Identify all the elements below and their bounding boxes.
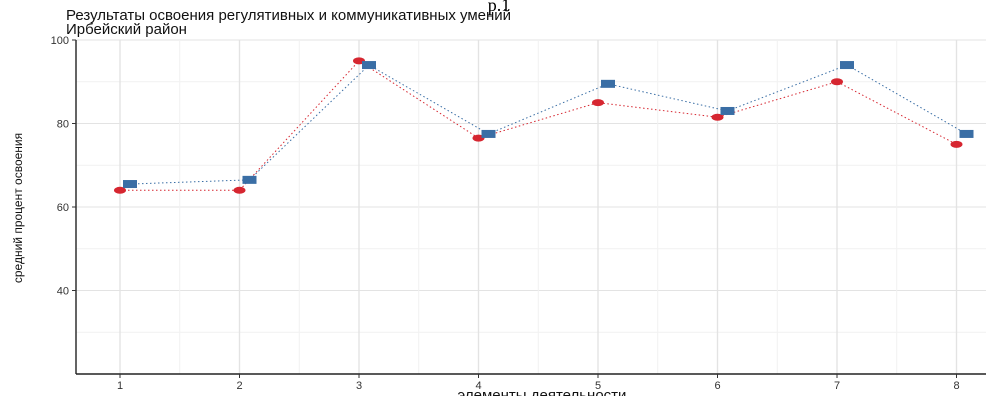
series-2-point — [242, 175, 257, 184]
x-tick-label: 1 — [117, 380, 123, 392]
x-tick-label: 3 — [356, 380, 362, 392]
series-2-point — [123, 180, 137, 189]
x-tick-label: 6 — [714, 380, 720, 392]
y-tick-label: 40 — [57, 286, 69, 298]
grid-lines — [76, 39, 986, 374]
series-1-point — [233, 186, 246, 194]
series-1-point — [950, 140, 963, 148]
series-1-point — [592, 99, 604, 107]
y-tick-label: 100 — [51, 35, 69, 47]
chart-title: Результаты освоения регулятивных и комму… — [66, 7, 512, 24]
series-1-point — [711, 113, 724, 121]
series-line-2 — [129, 64, 967, 185]
x-tick-label: 8 — [953, 380, 959, 392]
series-2-point — [481, 129, 496, 138]
series-1-point — [114, 186, 126, 194]
y-axis-label: средний процент освоения — [11, 133, 25, 283]
x-axis-label: элементы деятельности — [458, 387, 627, 396]
chart-subtitle: Ирбейский район — [66, 21, 187, 38]
x-tick-label: 5 — [595, 380, 601, 392]
series-marks — [114, 57, 974, 194]
series-2-point — [362, 61, 376, 70]
series-2-point — [601, 79, 615, 88]
x-tick-label: 4 — [475, 380, 481, 392]
y-tick-label: 80 — [57, 119, 69, 131]
series-2-point — [959, 129, 974, 138]
y-ticks: 40 60 80 100 — [51, 35, 76, 298]
series-1-point — [831, 78, 843, 86]
x-tick-label: 7 — [834, 380, 840, 392]
series-2-point — [840, 61, 854, 70]
series-2-point — [720, 106, 735, 115]
x-ticks: 1 2 3 4 5 6 7 8 — [117, 374, 960, 392]
series-line-1 — [120, 60, 957, 191]
page-fragment-text: p.1 — [487, 0, 511, 15]
x-tick-label: 2 — [236, 380, 242, 392]
series-lines — [120, 60, 967, 191]
y-tick-label: 60 — [57, 202, 69, 214]
